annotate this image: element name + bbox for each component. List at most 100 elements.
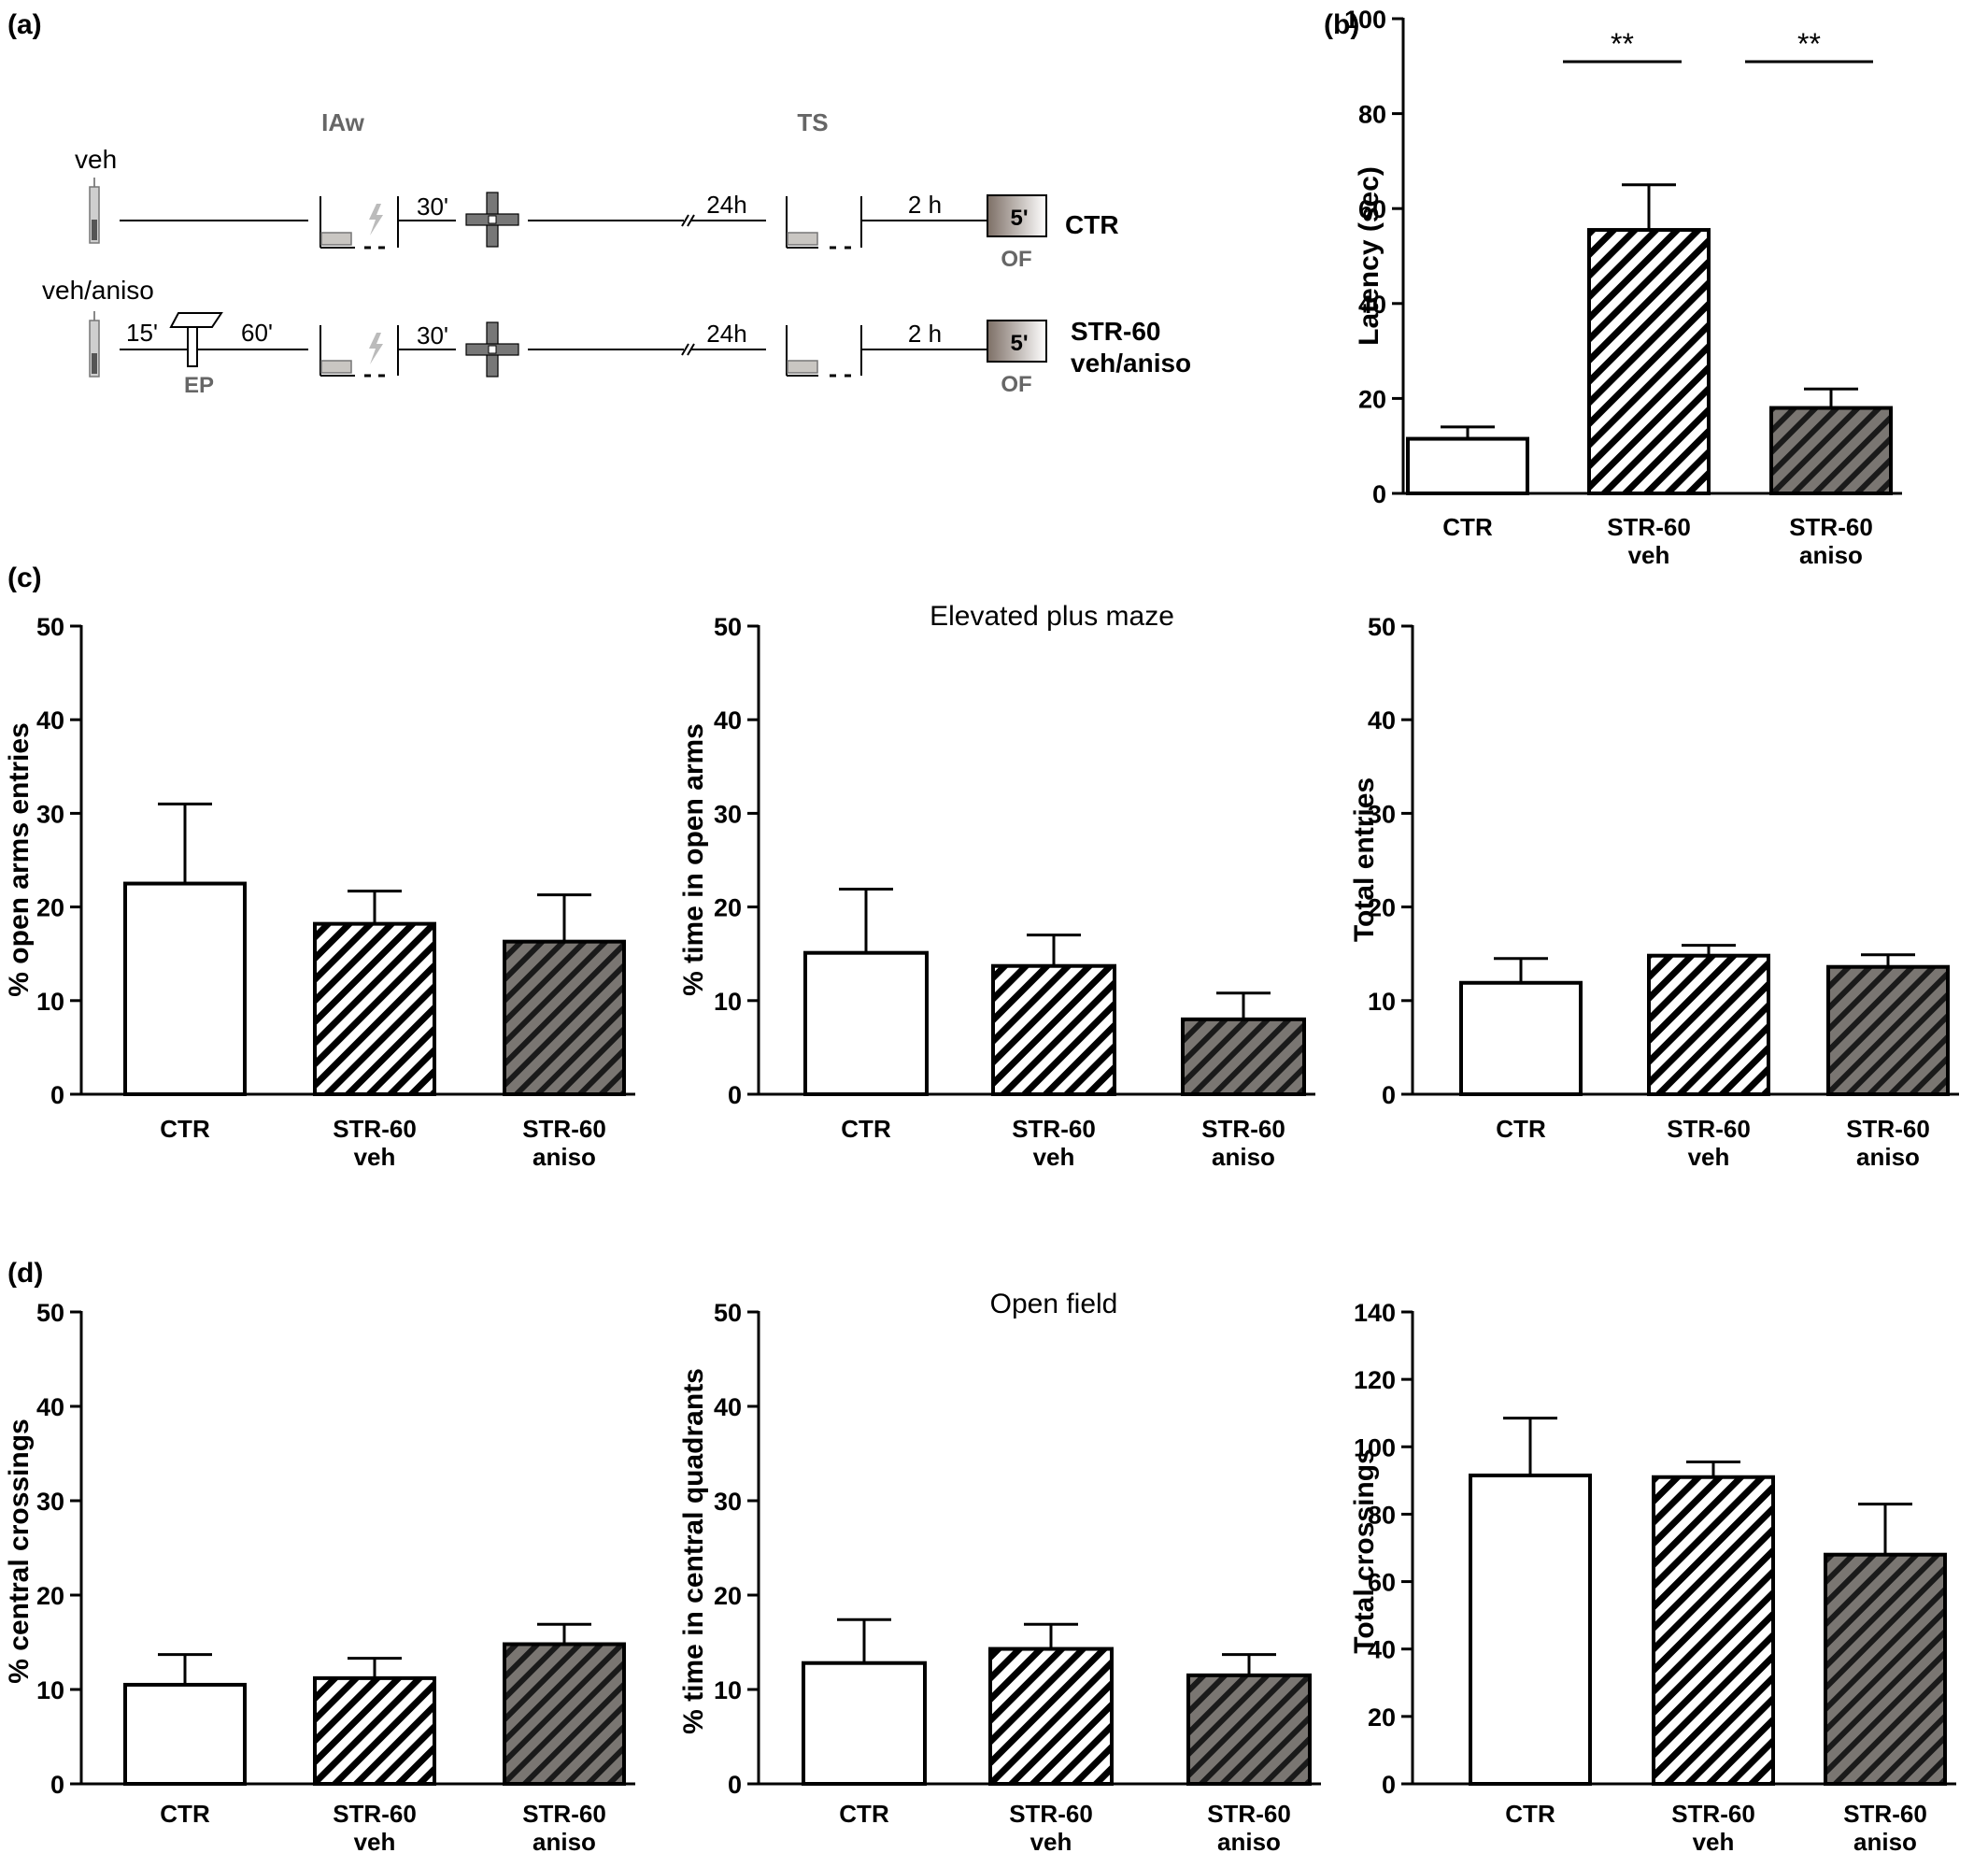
y-tick-label: 10 bbox=[1368, 988, 1396, 1016]
y-tick-label: 60 bbox=[1358, 195, 1386, 223]
category-label: veh bbox=[1628, 541, 1670, 569]
section-title-of: Open field bbox=[990, 1289, 1118, 1319]
y-tick-label: 10 bbox=[36, 988, 64, 1016]
interval-2h-top: 2 h bbox=[908, 191, 942, 219]
category-label: veh bbox=[1688, 1143, 1730, 1171]
bar-str60-aniso bbox=[1181, 1017, 1306, 1096]
panel-label-c: (c) bbox=[7, 563, 42, 593]
category-label: veh bbox=[354, 1828, 396, 1853]
y-tick-label: 100 bbox=[1354, 1433, 1396, 1461]
category-label: STR-60 bbox=[1667, 1115, 1751, 1143]
of-label-top: OF bbox=[1001, 247, 1031, 272]
y-tick-label: 60 bbox=[1368, 1569, 1396, 1597]
bar-str60-veh bbox=[313, 921, 436, 1096]
bar-ctr bbox=[1469, 1473, 1592, 1786]
category-label: CTR bbox=[839, 1800, 889, 1828]
section-title-epm: Elevated plus maze bbox=[930, 601, 1174, 632]
ep-label: EP bbox=[184, 373, 214, 398]
bar-ctr bbox=[1406, 436, 1529, 495]
category-label: STR-60 bbox=[1009, 1800, 1093, 1828]
category-label: aniso bbox=[532, 1828, 596, 1853]
y-tick-label: 20 bbox=[714, 894, 742, 922]
group-veh-aniso-label: veh/aniso bbox=[1071, 349, 1191, 378]
y-tick-label: 0 bbox=[1382, 1771, 1396, 1799]
category-label: aniso bbox=[1212, 1143, 1275, 1171]
y-tick-label: 20 bbox=[714, 1582, 742, 1610]
bar-str60-aniso bbox=[1186, 1673, 1312, 1786]
y-tick-label: 40 bbox=[36, 1393, 64, 1421]
y-tick-label: 40 bbox=[1368, 1636, 1396, 1664]
y-tick-label: 30 bbox=[36, 1488, 64, 1516]
category-label: STR-60 bbox=[1607, 513, 1691, 541]
y-tick-label: 0 bbox=[50, 1081, 64, 1109]
open-field-box bbox=[987, 320, 1047, 363]
y-tick-label: 30 bbox=[36, 800, 64, 828]
group-ctr-label: CTR bbox=[1065, 210, 1119, 239]
bar-str60-veh bbox=[1587, 228, 1711, 495]
interval-15: 15' bbox=[126, 319, 158, 347]
category-label: veh bbox=[1033, 1143, 1075, 1171]
panel-label-d: (d) bbox=[7, 1258, 43, 1289]
y-tick-label: 40 bbox=[36, 706, 64, 734]
bar-ctr bbox=[123, 1682, 247, 1786]
y-axis-label: Total entries bbox=[1349, 777, 1380, 942]
y-tick-label: 10 bbox=[714, 1676, 742, 1704]
duration-5-top: 5' bbox=[1010, 206, 1028, 231]
y-tick-label: 10 bbox=[36, 1676, 64, 1704]
bar-str60-aniso bbox=[503, 1642, 626, 1787]
y-axis-label: % central crossings bbox=[4, 1418, 35, 1683]
bar-str60-aniso bbox=[1826, 964, 1950, 1097]
category-label: STR-60 bbox=[1843, 1800, 1927, 1828]
category-label: CTR bbox=[1496, 1115, 1546, 1143]
y-axis-label: Latency (sec) bbox=[1354, 166, 1384, 346]
y-axis-label: % time in central quadrants bbox=[678, 1368, 709, 1734]
bar-ctr bbox=[803, 950, 929, 1096]
category-label: STR-60 bbox=[333, 1800, 417, 1828]
y-axis-label: % time in open arms bbox=[678, 723, 709, 996]
bar-ctr bbox=[1459, 980, 1583, 1096]
y-tick-label: 50 bbox=[714, 613, 742, 641]
category-label: CTR bbox=[160, 1800, 210, 1828]
shock-icon bbox=[369, 204, 383, 235]
category-label: CTR bbox=[160, 1115, 210, 1143]
category-label: veh bbox=[354, 1143, 396, 1171]
y-tick-label: 20 bbox=[1358, 385, 1386, 413]
y-tick-label: 20 bbox=[36, 1582, 64, 1610]
bar-str60-veh bbox=[991, 963, 1116, 1096]
plus-maze-icon bbox=[465, 192, 519, 248]
y-tick-label: 120 bbox=[1354, 1366, 1396, 1394]
panel-label-a: (a) bbox=[7, 9, 42, 40]
chart-d3: 0 20 40 60 80 100 120 140 Total crossings CTR STR-… bbox=[1349, 1299, 1956, 1853]
category-label: STR-60 bbox=[1671, 1800, 1755, 1828]
category-label: STR-60 bbox=[1846, 1115, 1930, 1143]
category-label: aniso bbox=[1856, 1143, 1920, 1171]
bar-ctr bbox=[123, 881, 247, 1096]
y-tick-label: 20 bbox=[1368, 1703, 1396, 1732]
y-tick-label: 30 bbox=[1368, 800, 1396, 828]
y-tick-label: 50 bbox=[36, 613, 64, 641]
y-tick-label: 100 bbox=[1344, 6, 1386, 34]
panel-label-b: (b) bbox=[1324, 9, 1359, 40]
bar-ctr bbox=[802, 1661, 927, 1786]
protocol-schematic: IAw TS veh veh/aniso 30' bbox=[42, 108, 1191, 398]
y-tick-label: 50 bbox=[714, 1299, 742, 1327]
y-tick-label: 40 bbox=[714, 706, 742, 734]
shock-icon bbox=[369, 333, 383, 364]
interval-30-bottom: 30' bbox=[417, 321, 448, 349]
y-tick-label: 10 bbox=[714, 988, 742, 1016]
category-label: STR-60 bbox=[1201, 1115, 1285, 1143]
group-label-veh-aniso: veh/aniso bbox=[42, 276, 154, 305]
y-tick-label: 80 bbox=[1358, 101, 1386, 129]
category-label: aniso bbox=[1799, 541, 1863, 569]
category-label: STR-60 bbox=[522, 1115, 606, 1143]
syringe-icon bbox=[89, 311, 100, 378]
bar-str60-aniso bbox=[1824, 1552, 1947, 1786]
y-tick-label: 140 bbox=[1354, 1299, 1396, 1327]
category-label: STR-60 bbox=[1789, 513, 1873, 541]
